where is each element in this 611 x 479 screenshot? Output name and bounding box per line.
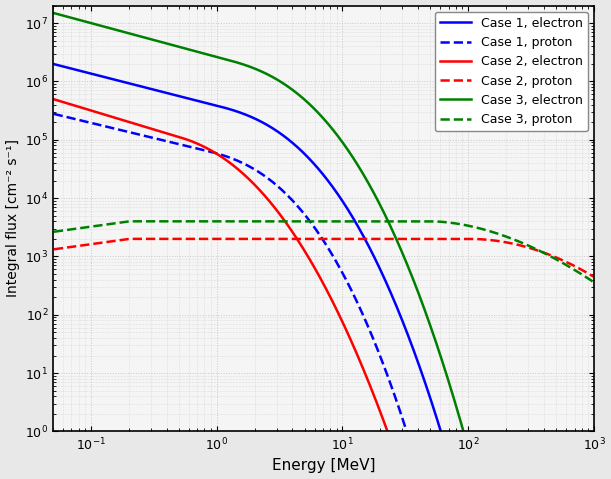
Case 3, proton — [580, 273, 587, 278]
Case 2, electron — [100, 112, 108, 117]
Case 3, proton — [590, 279, 598, 285]
Line: Case 1, electron: Case 1, electron — [41, 61, 594, 449]
Case 1, electron — [520, 446, 527, 452]
Case 2, electron — [273, 207, 280, 213]
Case 3, proton — [249, 218, 257, 224]
Case 1, electron — [249, 115, 257, 121]
Case 2, electron — [520, 446, 527, 452]
Case 3, proton — [274, 218, 281, 224]
Case 1, electron — [100, 74, 108, 80]
Case 1, electron — [442, 446, 450, 452]
Case 1, proton — [37, 108, 45, 114]
Case 3, electron — [37, 7, 45, 12]
Case 3, electron — [100, 23, 108, 29]
Case 1, electron — [580, 446, 587, 452]
Case 3, proton — [133, 218, 141, 224]
Case 1, proton — [590, 446, 598, 452]
Case 1, proton — [133, 131, 141, 137]
Case 1, proton — [520, 446, 527, 452]
Case 3, proton — [520, 240, 527, 246]
Case 2, proton — [249, 236, 257, 242]
Case 2, electron — [590, 446, 598, 452]
Case 2, electron — [390, 446, 398, 452]
Case 1, proton — [273, 182, 280, 188]
Case 2, proton — [133, 236, 141, 242]
Case 2, electron — [133, 121, 141, 127]
Case 2, proton — [590, 274, 598, 280]
Line: Case 1, proton: Case 1, proton — [41, 111, 594, 449]
Case 1, proton — [409, 446, 416, 452]
Case 3, electron — [465, 446, 472, 452]
Line: Case 3, proton: Case 3, proton — [41, 221, 594, 282]
Case 2, electron — [37, 92, 45, 98]
Case 1, electron — [590, 446, 598, 452]
Case 1, proton — [580, 446, 587, 452]
Case 3, electron — [273, 77, 280, 82]
Case 1, proton — [249, 166, 257, 171]
Case 3, electron — [590, 446, 598, 452]
Case 3, proton — [125, 218, 133, 224]
Case 1, electron — [37, 58, 45, 64]
Case 2, proton — [100, 240, 108, 245]
Case 2, proton — [274, 236, 281, 242]
Case 2, proton — [37, 248, 45, 254]
Case 2, electron — [580, 446, 587, 452]
Case 1, electron — [273, 128, 280, 134]
Case 3, electron — [580, 446, 587, 452]
Case 1, proton — [100, 123, 108, 129]
Y-axis label: Integral flux [cm⁻² s⁻¹]: Integral flux [cm⁻² s⁻¹] — [5, 139, 20, 297]
Line: Case 2, proton: Case 2, proton — [41, 239, 594, 277]
Line: Case 2, electron: Case 2, electron — [41, 95, 594, 449]
Case 3, electron — [520, 446, 527, 452]
Legend: Case 1, electron, Case 1, proton, Case 2, electron, Case 2, proton, Case 3, elec: Case 1, electron, Case 1, proton, Case 2… — [434, 12, 588, 131]
Case 1, electron — [133, 82, 141, 88]
Case 2, electron — [249, 180, 257, 186]
X-axis label: Energy [MeV]: Energy [MeV] — [272, 458, 375, 473]
Case 3, electron — [133, 33, 141, 38]
Case 2, proton — [125, 236, 133, 242]
Case 3, electron — [249, 65, 257, 71]
Case 2, proton — [520, 243, 527, 249]
Case 3, proton — [100, 222, 108, 228]
Case 2, proton — [580, 268, 587, 274]
Line: Case 3, electron: Case 3, electron — [41, 10, 594, 449]
Case 3, proton — [37, 231, 45, 237]
